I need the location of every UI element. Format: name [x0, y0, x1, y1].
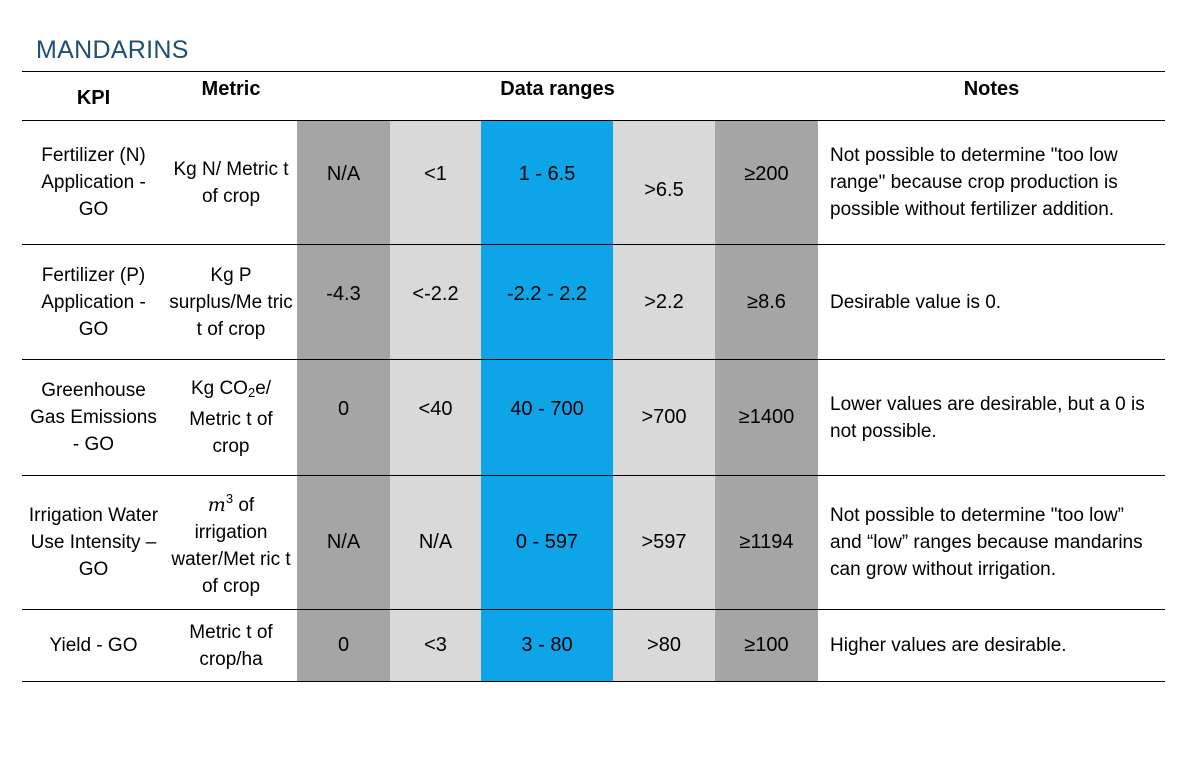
notes-cell: Not possible to determine "too low” and … — [818, 475, 1165, 610]
metric-cell: Kg N/ Metric t of crop — [165, 120, 297, 245]
table-row: Yield - GO Metric t of crop/ha 0 <3 3 - … — [22, 609, 1165, 682]
header-metric: Metric — [165, 71, 297, 121]
kpi-cell: Yield - GO — [22, 609, 165, 682]
range-cell-3: 0 - 597 — [481, 475, 613, 610]
table-row: Fertilizer (N) Application - GO Kg N/ Me… — [22, 120, 1165, 245]
range-cell-3: 3 - 80 — [481, 609, 613, 682]
table-row: Greenhouse Gas Emissions - GO Kg CO2e/ M… — [22, 359, 1165, 476]
header-row: KPI Metric Data ranges Notes — [22, 71, 1165, 121]
range-cell-2: <1 — [390, 120, 481, 245]
range-cell-2: N/A — [390, 475, 481, 610]
notes-cell: Not possible to determine "too low range… — [818, 120, 1165, 245]
range-cell-4: >2.2 — [613, 244, 715, 360]
metric-cell: Kg CO2e/ Metric t of crop — [165, 359, 297, 476]
range-cell-5: ≥1194 — [715, 475, 818, 610]
range-cell-1: 0 — [297, 609, 390, 682]
range-cell-5: ≥8.6 — [715, 244, 818, 360]
range-cell-4: >6.5 — [613, 120, 715, 245]
range-cell-3: -2.2 - 2.2 — [481, 244, 613, 360]
header-kpi: KPI — [22, 71, 165, 121]
range-cell-2: <40 — [390, 359, 481, 476]
range-cell-1: 0 — [297, 359, 390, 476]
table-row: Irrigation Water Use Intensity – GO m3 o… — [22, 475, 1165, 610]
range-cell-1: N/A — [297, 120, 390, 245]
notes-cell: Desirable value is 0. — [818, 244, 1165, 360]
kpi-cell: Greenhouse Gas Emissions - GO — [22, 359, 165, 476]
page-title: MANDARINS — [36, 36, 189, 64]
kpi-cell: Irrigation Water Use Intensity – GO — [22, 475, 165, 610]
range-cell-5: ≥200 — [715, 120, 818, 245]
range-cell-3: 1 - 6.5 — [481, 120, 613, 245]
header-notes: Notes — [818, 71, 1165, 121]
range-cell-3: 40 - 700 — [481, 359, 613, 476]
range-cell-2: <-2.2 — [390, 244, 481, 360]
table-row: Fertilizer (P) Application - GO Kg P sur… — [22, 244, 1165, 360]
range-cell-5: ≥100 — [715, 609, 818, 682]
range-cell-1: N/A — [297, 475, 390, 610]
range-cell-4: >597 — [613, 475, 715, 610]
kpi-cell: Fertilizer (P) Application - GO — [22, 244, 165, 360]
notes-cell: Lower values are desirable, but a 0 is n… — [818, 359, 1165, 476]
metric-cell: Kg P surplus/Me tric t of crop — [165, 244, 297, 360]
range-cell-1: -4.3 — [297, 244, 390, 360]
notes-cell: Higher values are desirable. — [818, 609, 1165, 682]
range-cell-4: >80 — [613, 609, 715, 682]
kpi-cell: Fertilizer (N) Application - GO — [22, 120, 165, 245]
kpi-table: KPI Metric Data ranges Notes Fertilizer … — [22, 71, 1165, 682]
metric-cell: m3 of irrigation water/Met ric t of crop — [165, 475, 297, 610]
range-cell-2: <3 — [390, 609, 481, 682]
header-data-ranges: Data ranges — [297, 71, 818, 121]
range-cell-4: >700 — [613, 359, 715, 476]
metric-cell: Metric t of crop/ha — [165, 609, 297, 682]
range-cell-5: ≥1400 — [715, 359, 818, 476]
